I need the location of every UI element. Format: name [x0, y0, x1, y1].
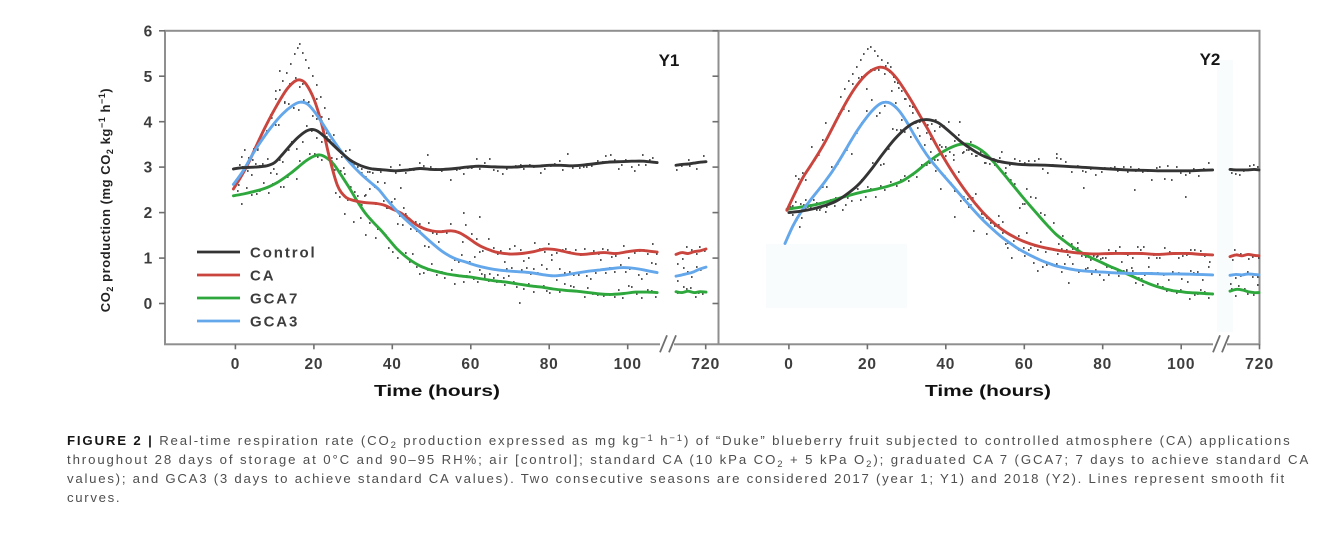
- svg-text:GCA7: GCA7: [250, 291, 299, 308]
- svg-text:CO2 production (mg CO2 kg−1 h−: CO2 production (mg CO2 kg−1 h−1): [97, 88, 115, 312]
- svg-text:20: 20: [304, 356, 323, 373]
- svg-text:60: 60: [461, 356, 480, 373]
- svg-text:80: 80: [1093, 356, 1112, 373]
- svg-text:20: 20: [858, 356, 877, 373]
- svg-text:Time (hours): Time (hours): [374, 383, 500, 400]
- svg-text:100: 100: [1167, 356, 1195, 373]
- svg-text:100: 100: [614, 356, 642, 373]
- svg-text:720: 720: [691, 356, 720, 373]
- svg-text:1: 1: [144, 251, 153, 268]
- svg-text:720: 720: [1245, 356, 1274, 373]
- svg-text:40: 40: [936, 356, 955, 373]
- svg-text:5: 5: [144, 69, 153, 86]
- svg-text:GCA3: GCA3: [250, 314, 299, 331]
- svg-text:values); and GCA3 (3 days to a: values); and GCA3 (3 days to achieve sta…: [67, 471, 1286, 486]
- svg-text:throughout 28 days of storage: throughout 28 days of storage at 0°C and…: [67, 452, 1310, 470]
- svg-text:Y1: Y1: [659, 51, 680, 70]
- svg-text:80: 80: [540, 356, 559, 373]
- svg-text:0: 0: [144, 296, 153, 313]
- svg-text:CA: CA: [250, 268, 275, 285]
- svg-text:40: 40: [383, 356, 402, 373]
- svg-text:FIGURE 2 | Real-time respirati: FIGURE 2 | Real-time respiration rate (C…: [67, 433, 1292, 451]
- svg-text:3: 3: [144, 160, 153, 177]
- svg-text:6: 6: [144, 23, 153, 40]
- svg-text:0: 0: [784, 356, 793, 373]
- svg-text:Y2: Y2: [1200, 50, 1221, 69]
- svg-text:0: 0: [231, 356, 240, 373]
- svg-text:Time (hours): Time (hours): [925, 383, 1051, 400]
- svg-text:60: 60: [1015, 356, 1034, 373]
- svg-text:curves.: curves.: [67, 490, 121, 505]
- svg-text:2: 2: [144, 205, 153, 222]
- svg-text:Control: Control: [250, 245, 317, 262]
- svg-text:4: 4: [144, 114, 153, 131]
